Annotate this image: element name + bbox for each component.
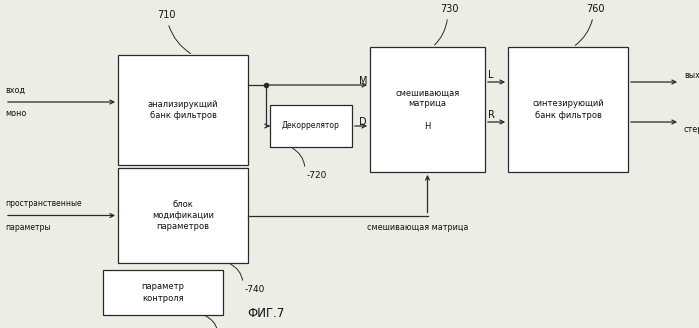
- Bar: [118, 168, 248, 263]
- Text: 710: 710: [157, 10, 175, 20]
- Text: ФИГ.7: ФИГ.7: [247, 307, 284, 320]
- Bar: [103, 270, 223, 315]
- Text: D: D: [359, 117, 367, 127]
- Bar: [370, 47, 485, 172]
- Text: выход: выход: [684, 71, 699, 80]
- Text: синтезирующий
банк фильтров: синтезирующий банк фильтров: [532, 99, 604, 119]
- Text: блок
модификации
параметров: блок модификации параметров: [152, 200, 214, 231]
- Text: моно: моно: [5, 109, 27, 118]
- Text: -720: -720: [307, 171, 327, 180]
- Bar: [508, 47, 628, 172]
- Text: параметры: параметры: [5, 223, 50, 233]
- Text: -740: -740: [245, 285, 266, 294]
- Text: 730: 730: [440, 4, 459, 14]
- Text: стерео: стерео: [684, 125, 699, 134]
- Text: смешивающая
матрица

Н: смешивающая матрица Н: [396, 88, 460, 131]
- Text: параметр
контроля: параметр контроля: [141, 282, 185, 302]
- Bar: [118, 55, 248, 165]
- Text: пространственные: пространственные: [5, 198, 82, 208]
- Text: Декоррелятор: Декоррелятор: [282, 121, 340, 131]
- Text: 760: 760: [586, 4, 604, 14]
- Text: анализирукщий
банк фильтров: анализирукщий банк фильтров: [147, 100, 218, 120]
- Text: смешивающая матрица: смешивающая матрица: [367, 223, 468, 233]
- Text: вход: вход: [5, 86, 25, 95]
- Text: L: L: [488, 70, 493, 80]
- Text: M: M: [359, 76, 367, 86]
- Bar: [270, 105, 352, 147]
- Text: R: R: [488, 110, 495, 120]
